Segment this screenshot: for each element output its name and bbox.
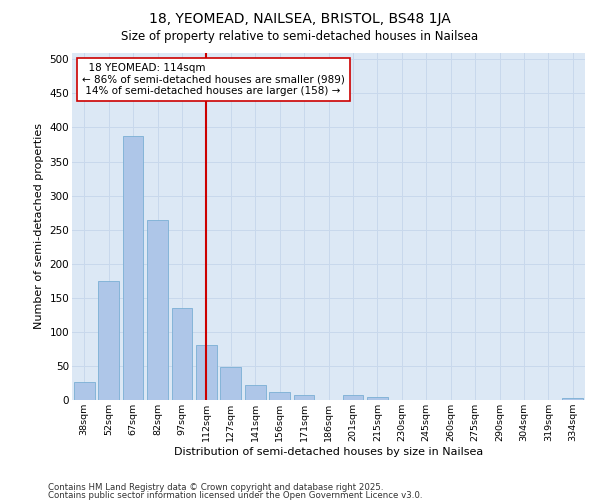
Text: Contains HM Land Registry data © Crown copyright and database right 2025.: Contains HM Land Registry data © Crown c…: [48, 484, 383, 492]
Bar: [196, 346, 217, 400]
Bar: [343, 395, 364, 400]
Bar: [220, 368, 241, 400]
Bar: [122, 136, 143, 400]
Text: 18, YEOMEAD, NAILSEA, BRISTOL, BS48 1JA: 18, YEOMEAD, NAILSEA, BRISTOL, BS48 1JA: [149, 12, 451, 26]
Bar: [74, 382, 95, 400]
Bar: [269, 392, 290, 400]
Text: Size of property relative to semi-detached houses in Nailsea: Size of property relative to semi-detach…: [121, 30, 479, 43]
Bar: [245, 385, 266, 400]
Y-axis label: Number of semi-detached properties: Number of semi-detached properties: [34, 123, 44, 329]
Bar: [147, 220, 168, 400]
X-axis label: Distribution of semi-detached houses by size in Nailsea: Distribution of semi-detached houses by …: [174, 447, 483, 457]
Bar: [367, 398, 388, 400]
Text: 18 YEOMEAD: 114sqm
← 86% of semi-detached houses are smaller (989)
 14% of semi-: 18 YEOMEAD: 114sqm ← 86% of semi-detache…: [82, 63, 345, 96]
Bar: [293, 394, 314, 400]
Text: Contains public sector information licensed under the Open Government Licence v3: Contains public sector information licen…: [48, 491, 422, 500]
Bar: [172, 308, 193, 400]
Bar: [562, 398, 583, 400]
Bar: [98, 281, 119, 400]
